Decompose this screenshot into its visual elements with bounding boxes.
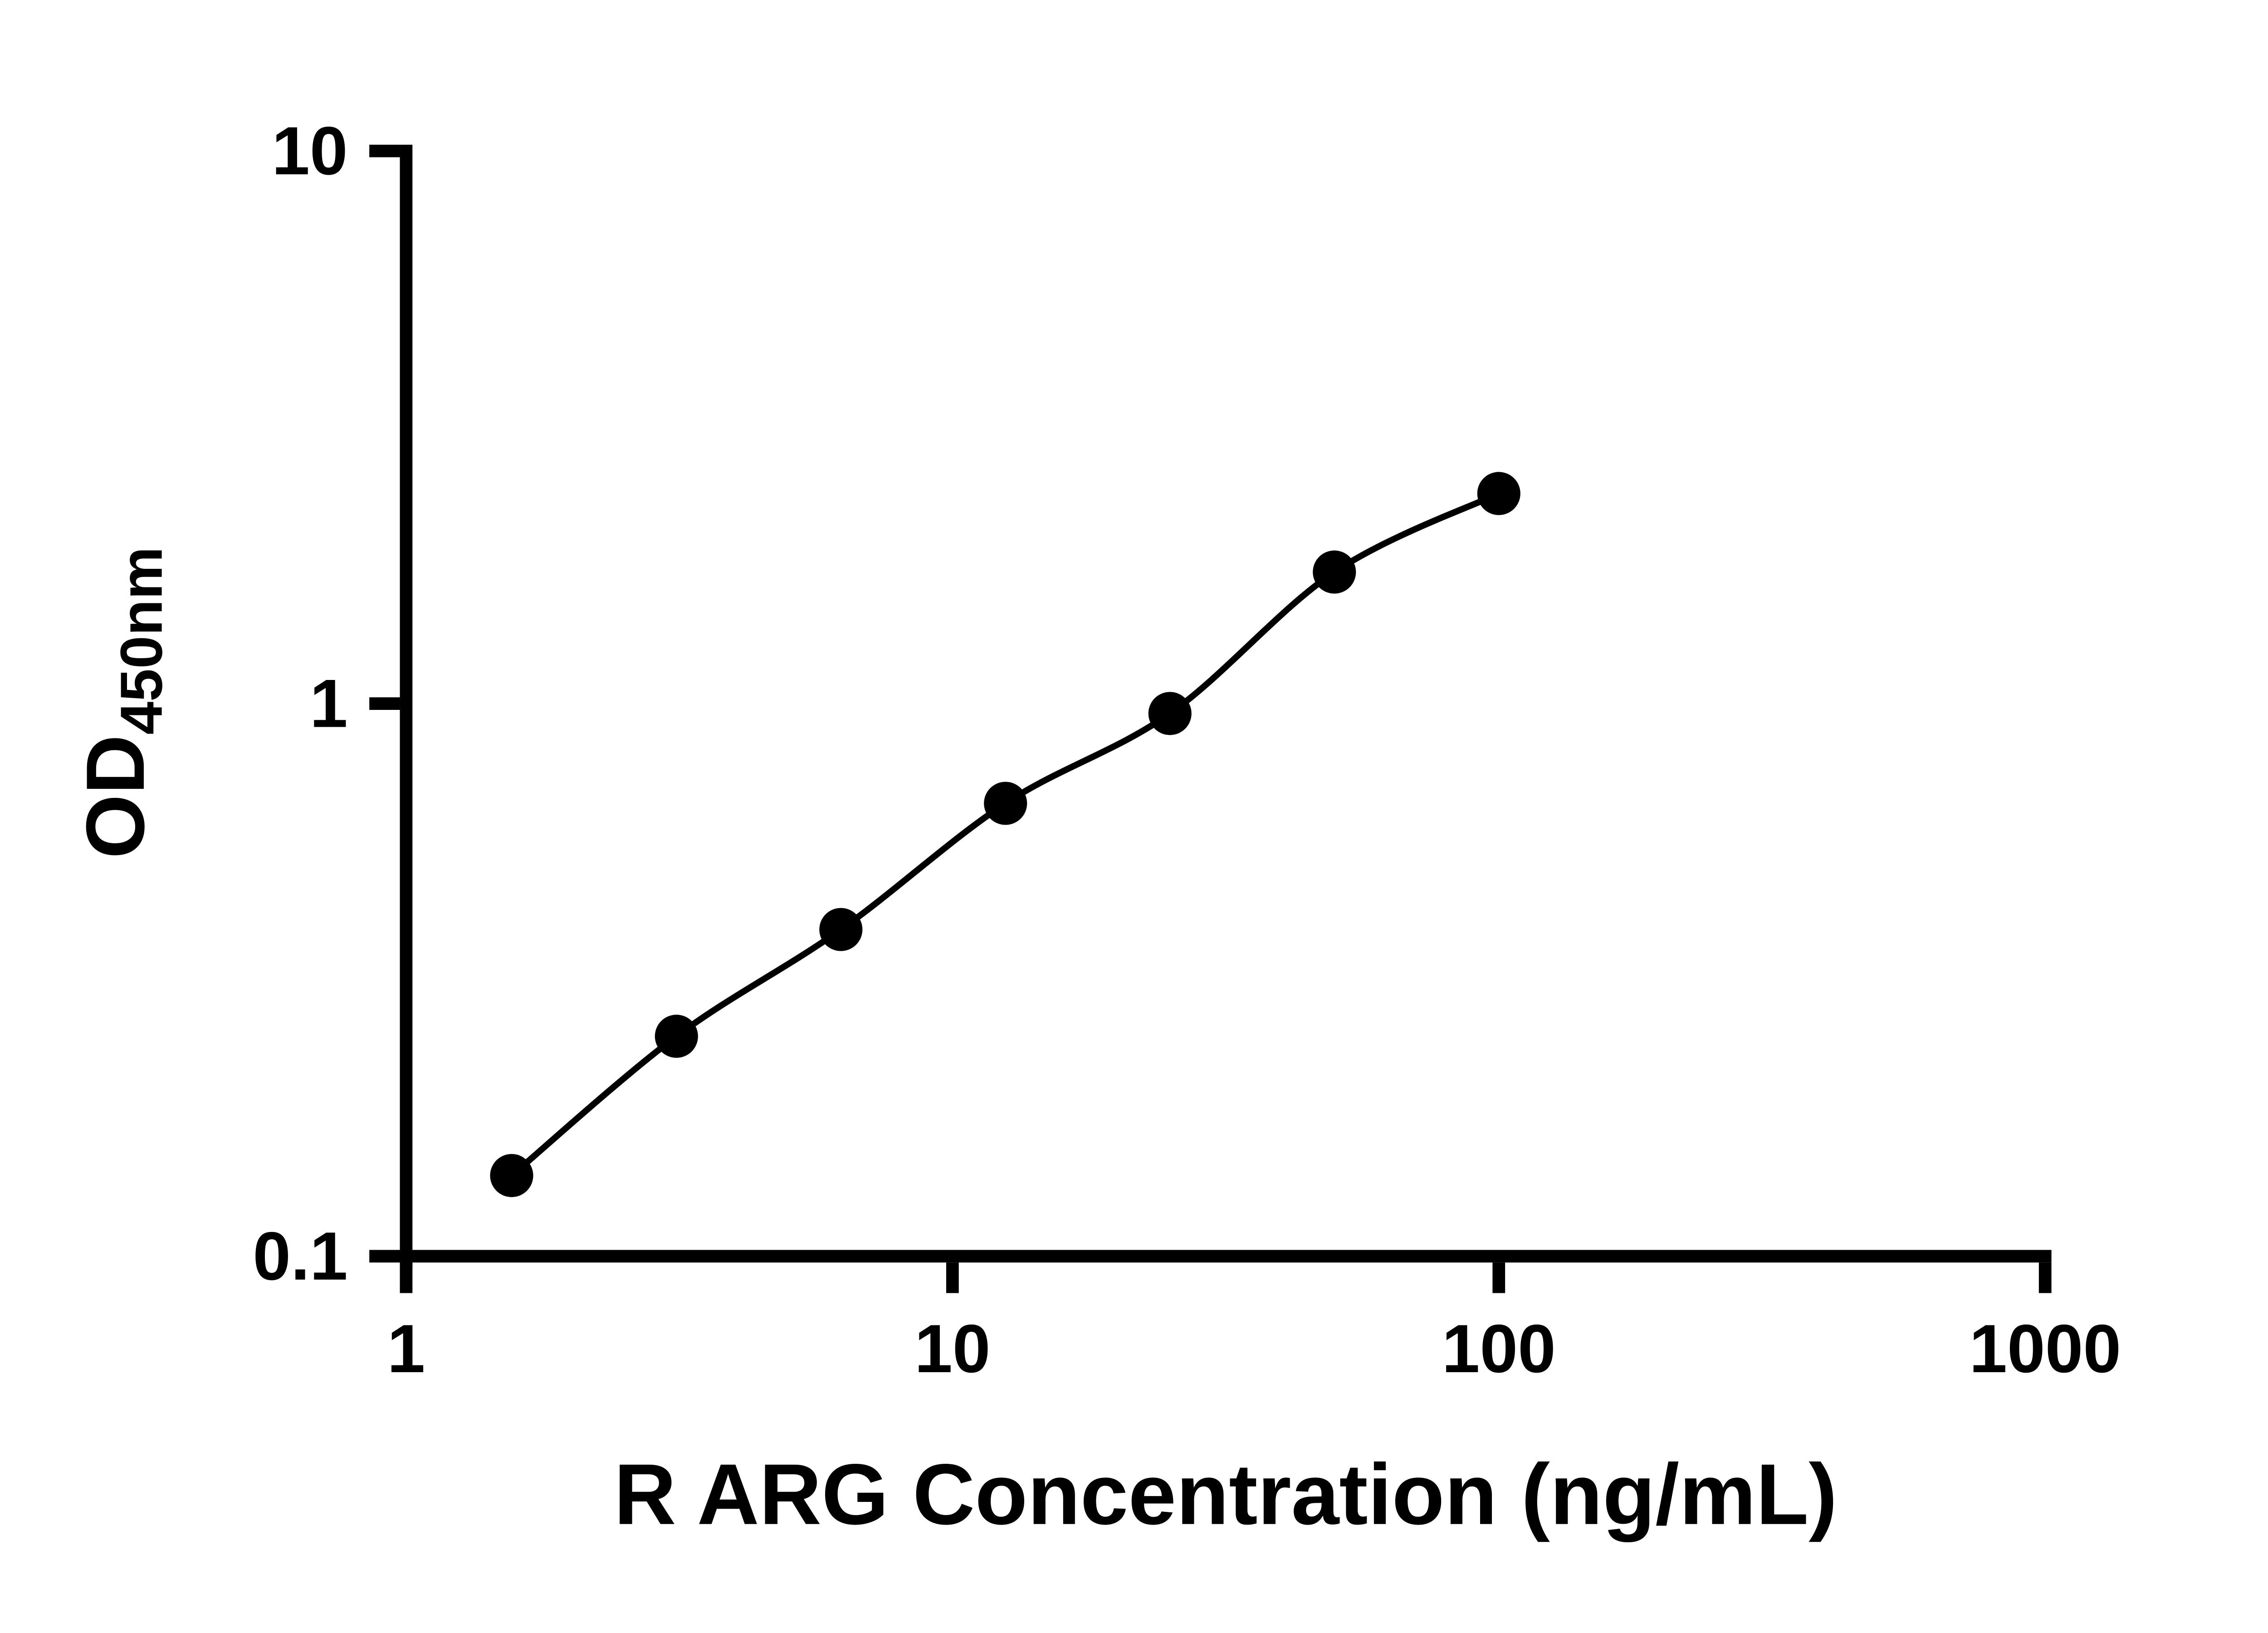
data-point	[1313, 550, 1356, 594]
x-axis-title: R ARG Concentration (ng/mL)	[614, 1447, 1837, 1543]
x-axis: 1 10 100 1000	[387, 1250, 2121, 1387]
y-tick-label: 10	[272, 112, 347, 189]
data-point	[1477, 472, 1520, 515]
data-point	[984, 782, 1027, 825]
data-point	[490, 1154, 533, 1198]
y-tick-label: 1	[310, 665, 348, 742]
y-tick-label: 0.1	[253, 1218, 347, 1294]
x-tick-label: 1000	[1969, 1310, 2121, 1387]
y-axis-title: OD450nm	[69, 547, 175, 859]
x-tick-label: 1	[387, 1310, 425, 1387]
data-point	[819, 908, 863, 951]
y-axis-title-sub: 450nm	[108, 547, 175, 734]
y-axis: 0.1 1 10	[253, 112, 413, 1294]
data-series	[490, 472, 1520, 1198]
x-tick-label: 100	[1442, 1310, 1556, 1387]
y-axis-title-main: OD	[69, 735, 161, 859]
fit-curve	[508, 490, 1502, 1179]
data-point	[655, 1014, 698, 1058]
x-tick-label: 10	[914, 1310, 990, 1387]
data-point	[1148, 692, 1192, 735]
